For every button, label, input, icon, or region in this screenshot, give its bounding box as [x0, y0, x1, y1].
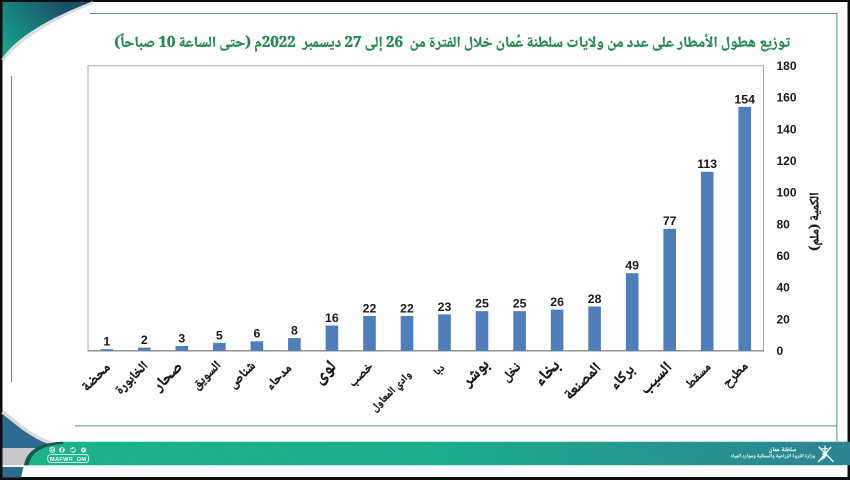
svg-text:77: 77: [663, 214, 677, 228]
svg-text:16: 16: [325, 311, 339, 325]
svg-text:80: 80: [777, 217, 791, 231]
svg-text:154: 154: [734, 92, 755, 106]
svg-text:160: 160: [777, 91, 797, 105]
svg-text:100: 100: [777, 186, 797, 200]
svg-text:60: 60: [777, 249, 791, 263]
svg-text:120: 120: [777, 154, 797, 168]
svg-text:25: 25: [475, 297, 489, 311]
svg-text:180: 180: [777, 59, 797, 73]
svg-text:40: 40: [777, 281, 791, 295]
svg-text:28: 28: [588, 292, 602, 306]
svg-text:MAFWR_OM: MAFWR_OM: [50, 457, 87, 463]
svg-text:25: 25: [513, 297, 527, 311]
svg-text:6: 6: [253, 327, 260, 341]
svg-text:1: 1: [103, 335, 110, 349]
svg-text:5: 5: [216, 328, 223, 342]
svg-text:2: 2: [141, 333, 148, 347]
svg-text:0: 0: [777, 344, 784, 358]
svg-text:113: 113: [697, 157, 717, 171]
svg-text:20: 20: [777, 312, 791, 326]
svg-text:140: 140: [777, 122, 797, 136]
svg-text:49: 49: [625, 259, 639, 273]
svg-text:22: 22: [363, 301, 377, 315]
svg-text:22: 22: [400, 301, 414, 315]
svg-text:8: 8: [291, 324, 298, 338]
svg-text:3: 3: [178, 331, 185, 345]
svg-text:23: 23: [438, 300, 452, 314]
svg-text:26: 26: [550, 295, 564, 309]
